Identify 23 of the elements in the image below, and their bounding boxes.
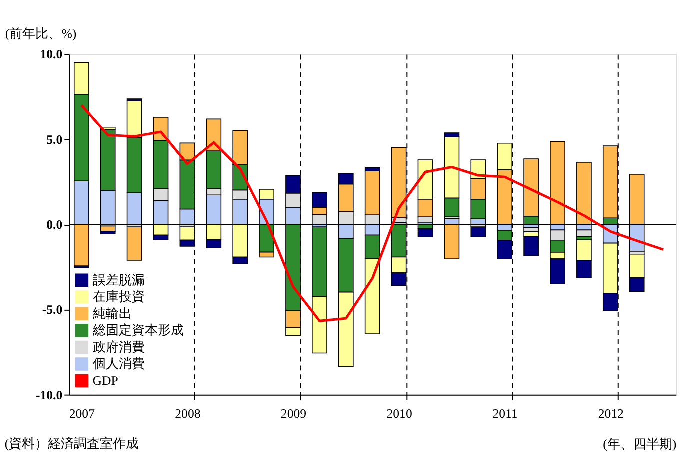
legend-label: 誤差脱漏 [92,273,145,288]
line-series [80,104,665,322]
x-tick-label: 2012 [598,407,624,422]
legend-label: 在庫投資 [92,289,145,304]
legend-label: 個人消費 [92,357,145,372]
x-tick-label: 2008 [175,407,201,422]
y-tick-label: 5.0 [46,132,63,147]
y-tick-label: -10.0 [36,388,63,402]
bar [418,228,434,238]
legend-label: 純輸出 [92,306,132,321]
y-tick-label: 10.0 [40,48,63,62]
y-tick-label: 0.0 [46,218,63,232]
x-tick-label: 2007 [69,407,96,422]
x-tick-label: 2011 [492,407,518,422]
text: (資料）経済調査室作成 [4,436,140,452]
legend-label: 総固定資本形成 [92,324,184,338]
legend-label: 政府消費 [92,339,145,354]
x-axis-title: (年、四半期) [603,438,677,452]
y-tick-label: -5.0 [42,303,63,318]
x-tick-label: 2009 [280,407,307,422]
y-axis-title: (前年比、%) [5,27,77,42]
x-tick-label: 2010 [386,407,412,422]
legend-label: GDP [92,374,118,388]
